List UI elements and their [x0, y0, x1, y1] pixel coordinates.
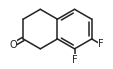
- Text: F: F: [97, 39, 103, 49]
- Text: O: O: [9, 40, 17, 50]
- Text: F: F: [71, 55, 77, 65]
